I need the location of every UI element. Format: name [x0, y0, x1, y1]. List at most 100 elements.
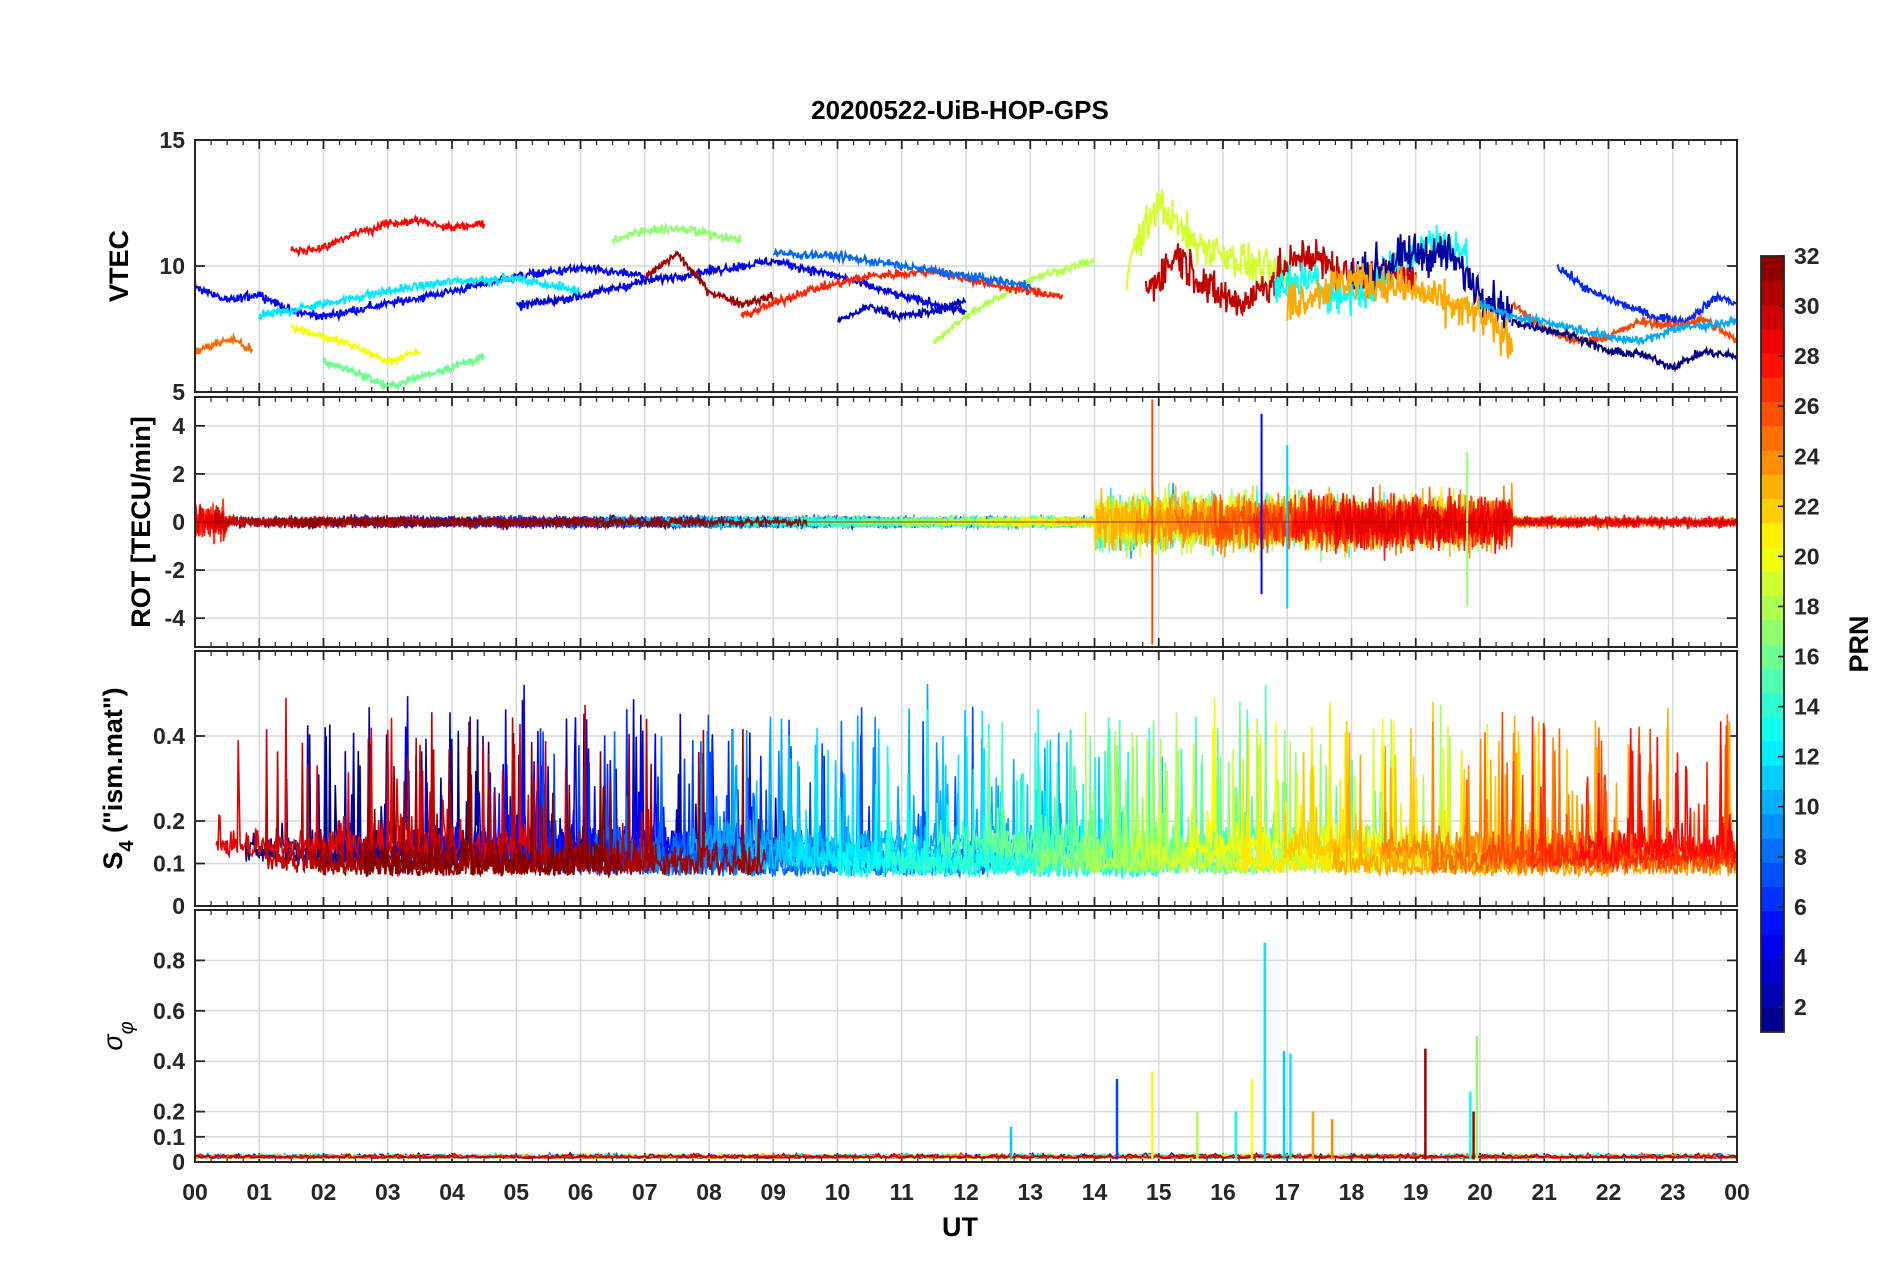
colorbar-tick-label: 28	[1794, 343, 1820, 369]
y-axis-label: S4 ("ism.mat")	[98, 687, 138, 869]
colorbar-swatch	[1761, 474, 1784, 499]
colorbar-swatch	[1761, 522, 1784, 548]
colorbar-swatch	[1761, 862, 1784, 887]
colorbar-swatch	[1761, 935, 1784, 960]
x-tick-label: 16	[1210, 1179, 1236, 1205]
vtec-series-line	[322, 353, 486, 392]
colorbar-tick-label: 16	[1794, 644, 1820, 670]
plot-frame	[194, 909, 1738, 1163]
vtec-series-line	[1511, 318, 1737, 373]
colorbar-swatch	[1761, 716, 1784, 742]
plot-data	[195, 399, 1737, 645]
colorbar-label: PRN	[1844, 615, 1874, 672]
plot-frame	[194, 139, 1738, 393]
x-tick-label: 05	[503, 1179, 529, 1205]
colorbar-swatch	[1761, 498, 1784, 524]
colorbar-swatch	[1761, 910, 1784, 936]
colorbar-tick-label: 18	[1794, 593, 1820, 619]
x-tick-label: 23	[1660, 1179, 1686, 1205]
x-tick-label: 20	[1467, 1179, 1493, 1205]
colorbar-swatch	[1761, 959, 1784, 984]
vtec-series-line	[1556, 263, 1737, 327]
y-tick-label: 0.2	[153, 1099, 185, 1125]
y-tick-label: 0.4	[153, 723, 185, 749]
x-tick-label: 03	[375, 1179, 401, 1205]
s4-series-line	[363, 716, 623, 879]
vtec-series-line	[195, 332, 254, 356]
plot-frame	[194, 650, 1738, 907]
vtec-series-line	[290, 323, 421, 367]
colorbar-swatch	[1761, 619, 1784, 645]
y-tick-label: 0	[172, 1149, 185, 1175]
x-tick-label: 19	[1403, 1179, 1429, 1205]
panel-2: -4 -2 0 2 4 ROT [TECU/min]	[126, 396, 1738, 648]
colorbar-swatch	[1761, 741, 1784, 766]
y-tick-label: -2	[165, 557, 185, 583]
x-tick-label: 00	[182, 1179, 208, 1205]
y-tick-label: 5	[172, 379, 185, 405]
sigma-baseline-line	[195, 1152, 1737, 1160]
colorbar-swatch	[1761, 304, 1784, 330]
plot-data	[215, 683, 1737, 881]
vtec-series-line	[932, 256, 1096, 345]
colorbar-swatch	[1761, 377, 1784, 402]
y-tick-label: 4	[172, 413, 185, 439]
vtec-series-line	[290, 213, 486, 258]
x-tick-label: 13	[1017, 1179, 1043, 1205]
colorbar-tick-label: 20	[1794, 543, 1820, 569]
colorbar-swatch	[1761, 353, 1784, 378]
y-tick-label: 15	[159, 127, 185, 153]
colorbar-swatch	[1761, 813, 1784, 839]
colorbar-swatch	[1761, 571, 1784, 596]
y-tick-label: 0.6	[153, 998, 185, 1024]
x-tick-label: 14	[1082, 1179, 1108, 1205]
colorbar-swatch	[1761, 838, 1784, 863]
colorbar-swatch	[1761, 256, 1784, 281]
colorbar-swatch	[1761, 595, 1784, 621]
colorbar-tick-label: 8	[1794, 844, 1807, 870]
colorbar-tick-label: 32	[1794, 243, 1820, 269]
y-axis-label: ROT [TECU/min]	[126, 416, 156, 627]
plot-data	[195, 942, 1737, 1160]
colorbar-tick-label: 4	[1794, 944, 1807, 970]
x-tick-label: 01	[246, 1179, 272, 1205]
vtec-series-line	[740, 265, 1064, 320]
s4-series-line	[837, 708, 1161, 881]
colorbar-tick-label: 26	[1794, 393, 1820, 419]
x-tick-label: 18	[1339, 1179, 1365, 1205]
s4-series-line	[215, 697, 539, 860]
vtec-series-line	[772, 247, 1032, 291]
x-tick-label: 06	[568, 1179, 594, 1205]
vtec-series-line	[836, 296, 967, 324]
y-tick-label: 2	[172, 461, 185, 487]
s4-series-line	[1579, 721, 1737, 863]
colorbar-swatch	[1761, 692, 1784, 718]
panel-1: 5 10 15 VTEC	[104, 127, 1738, 405]
y-tick-label: 0.4	[153, 1048, 185, 1074]
y-axis-label: VTEC	[104, 230, 134, 302]
colorbar-tick-label: 12	[1794, 744, 1820, 770]
plot-data	[195, 187, 1737, 392]
plot-frame	[194, 396, 1738, 648]
colorbar-tick-label: 30	[1794, 293, 1820, 319]
colorbar-tick-label: 6	[1794, 894, 1807, 920]
colorbar-swatch	[1761, 401, 1784, 427]
y-tick-label: 0	[172, 509, 185, 535]
x-axis-label: UT	[942, 1212, 978, 1242]
x-tick-label: 21	[1531, 1179, 1557, 1205]
vtec-series-line	[1286, 262, 1514, 359]
panel-4: 00.10.2 0.4 0.6 0.8 σφ	[98, 909, 1738, 1175]
x-tick-label: 04	[439, 1179, 465, 1205]
y-tick-label: 0.1	[153, 851, 185, 877]
x-tick-label: 02	[311, 1179, 337, 1205]
y-tick-label: 0	[172, 893, 185, 919]
chart-title: 20200522-UiB-HOP-GPS	[811, 95, 1109, 125]
x-tick-label: 00	[1724, 1179, 1750, 1205]
colorbar-tick-label: 22	[1794, 493, 1820, 519]
vtec-series-line	[644, 249, 775, 310]
colorbar-swatch	[1761, 547, 1784, 572]
colorbar-swatch	[1761, 1007, 1784, 1033]
vtec-series-line	[516, 256, 967, 317]
